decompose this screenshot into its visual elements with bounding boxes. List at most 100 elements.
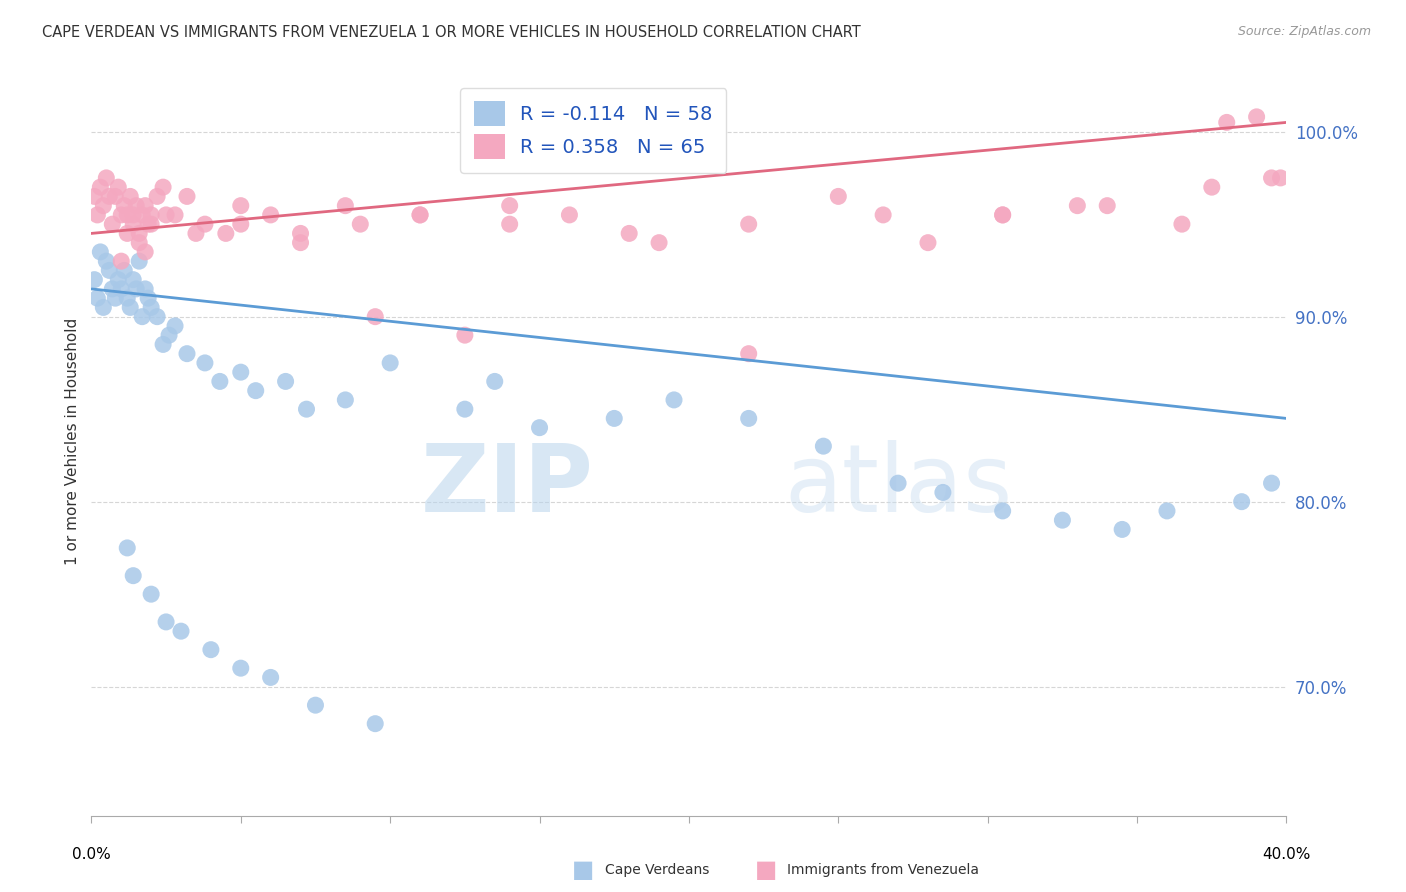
Point <box>141 208 162 222</box>
Point <box>364 716 387 731</box>
Point <box>932 485 955 500</box>
Point <box>498 199 520 213</box>
Point <box>146 189 169 203</box>
Point <box>107 273 129 287</box>
Point <box>141 587 162 601</box>
Point <box>122 568 145 582</box>
Point <box>917 235 939 250</box>
Point <box>229 199 252 213</box>
Point <box>1052 513 1074 527</box>
Point <box>110 208 132 222</box>
Y-axis label: 1 or more Vehicles in Household: 1 or more Vehicles in Household <box>65 318 80 566</box>
Point <box>1171 217 1194 231</box>
Point <box>737 411 759 425</box>
Point <box>229 217 252 231</box>
Point <box>295 402 318 417</box>
Point <box>146 310 169 324</box>
Point <box>112 199 135 213</box>
Point <box>163 318 186 333</box>
Point <box>1246 110 1268 124</box>
Point <box>409 208 432 222</box>
Point <box>1260 476 1282 491</box>
Legend: R = -0.114   N = 58, R = 0.358   N = 65: R = -0.114 N = 58, R = 0.358 N = 65 <box>460 87 727 173</box>
Point <box>115 208 138 222</box>
Point <box>107 180 129 194</box>
Point <box>136 291 159 305</box>
Point <box>1260 170 1282 185</box>
Point <box>134 199 156 213</box>
Point <box>259 208 281 222</box>
Point <box>89 180 111 194</box>
Point <box>96 170 118 185</box>
Point <box>152 337 174 351</box>
Point <box>603 411 626 425</box>
Point <box>101 282 124 296</box>
Point <box>813 439 835 453</box>
Point <box>128 235 150 250</box>
Point <box>184 227 207 241</box>
Text: Cape Verdeans: Cape Verdeans <box>605 863 709 877</box>
Point <box>364 310 387 324</box>
Point <box>194 356 217 370</box>
Text: ZIP: ZIP <box>420 441 593 533</box>
Point <box>141 217 162 231</box>
Point <box>93 301 115 315</box>
Point <box>128 254 150 268</box>
Point <box>872 208 894 222</box>
Point <box>378 356 402 370</box>
Point <box>454 328 477 343</box>
Point <box>104 189 127 203</box>
Point <box>229 365 252 379</box>
Point <box>122 208 145 222</box>
Point <box>155 208 177 222</box>
Point <box>335 392 357 407</box>
Point <box>136 217 159 231</box>
Point <box>991 208 1014 222</box>
Point <box>134 244 156 259</box>
Point <box>887 476 910 491</box>
Point <box>827 189 849 203</box>
Point <box>163 208 186 222</box>
Point <box>1215 115 1237 129</box>
Point <box>200 642 222 657</box>
Point <box>484 375 506 389</box>
Point <box>104 291 127 305</box>
Point <box>304 698 326 713</box>
Text: ■: ■ <box>572 858 595 881</box>
Point <box>215 227 238 241</box>
Text: atlas: atlas <box>785 441 1012 533</box>
Point <box>115 291 138 305</box>
Text: 0.0%: 0.0% <box>72 847 111 862</box>
Point <box>93 199 115 213</box>
Point <box>1066 199 1088 213</box>
Point <box>131 310 153 324</box>
Point <box>194 217 217 231</box>
Point <box>131 208 153 222</box>
Point <box>208 375 231 389</box>
Point <box>991 208 1014 222</box>
Point <box>152 180 174 194</box>
Point <box>737 346 759 360</box>
Point <box>170 624 193 639</box>
Point <box>86 208 108 222</box>
Text: 40.0%: 40.0% <box>1263 847 1310 862</box>
Point <box>1230 494 1253 508</box>
Point <box>229 661 252 675</box>
Point <box>98 189 121 203</box>
Point <box>259 670 281 684</box>
Point <box>120 189 142 203</box>
Point <box>529 420 551 434</box>
Point <box>122 273 145 287</box>
Point <box>290 235 312 250</box>
Point <box>1111 523 1133 537</box>
Point <box>1156 504 1178 518</box>
Point <box>86 291 108 305</box>
Point <box>134 282 156 296</box>
Text: Immigrants from Venezuela: Immigrants from Venezuela <box>787 863 980 877</box>
Point <box>274 375 297 389</box>
Point <box>110 282 132 296</box>
Point <box>98 263 121 277</box>
Point <box>991 504 1014 518</box>
Point <box>1097 199 1119 213</box>
Point <box>101 217 124 231</box>
